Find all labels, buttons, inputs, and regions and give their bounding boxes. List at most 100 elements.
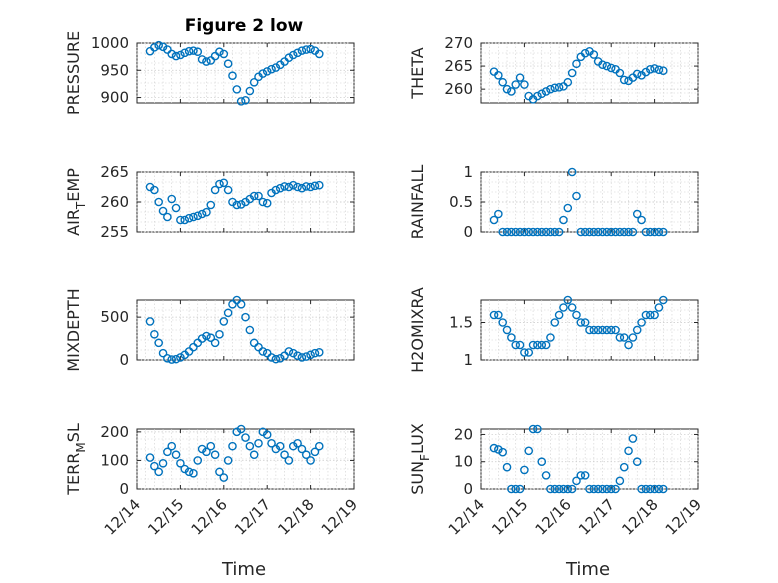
data-point	[559, 303, 568, 312]
data-point	[572, 59, 581, 69]
data-point	[245, 86, 255, 96]
data-point	[489, 310, 499, 320]
data-point	[589, 50, 599, 59]
data-point	[533, 340, 542, 350]
y-tick-label: 255	[100, 223, 129, 241]
data-point	[650, 64, 659, 73]
figure-title: Figure 2 low	[185, 16, 304, 36]
data-point	[624, 340, 633, 350]
y-tick-label: 0	[119, 351, 129, 369]
data-point	[241, 95, 250, 105]
data-point	[176, 458, 185, 468]
data-point	[589, 325, 599, 335]
data-point	[606, 227, 616, 237]
data-point	[193, 47, 203, 57]
data-point	[163, 447, 172, 457]
data-point	[576, 227, 586, 237]
data-point	[232, 200, 242, 210]
y-axis-label: TERRMSL	[64, 423, 88, 496]
data-point	[267, 64, 276, 74]
data-point	[176, 353, 185, 362]
data-point	[293, 48, 302, 58]
y-axis-label: RAINFALL	[408, 165, 427, 240]
y-tick-label: 0	[463, 480, 473, 498]
data-point	[215, 329, 224, 339]
data-point	[275, 183, 285, 193]
data-point	[554, 310, 564, 320]
data-point	[228, 299, 237, 309]
data-point	[550, 83, 560, 93]
data-point	[580, 471, 590, 480]
data-point	[615, 333, 625, 342]
subplot-1: 900 950 1000 PRESSURE	[64, 31, 355, 115]
data-point	[563, 295, 573, 305]
data-point	[267, 438, 276, 448]
data-point	[602, 484, 612, 494]
data-point	[585, 484, 594, 494]
data-point	[576, 318, 586, 327]
data-point	[193, 338, 203, 348]
data-point	[167, 49, 177, 59]
data-point	[593, 227, 603, 237]
data-point	[563, 484, 573, 494]
data-point	[158, 458, 168, 468]
data-point	[236, 200, 246, 209]
data-point	[262, 348, 272, 358]
data-point	[232, 85, 242, 94]
data-point	[310, 348, 320, 358]
data-point	[628, 227, 638, 237]
data-point	[202, 447, 211, 457]
data-point	[546, 333, 555, 342]
data-point	[150, 461, 159, 471]
data-point	[615, 227, 625, 237]
data-point	[632, 209, 642, 219]
data-point	[524, 348, 534, 357]
data-point	[223, 59, 233, 69]
data-point	[572, 191, 581, 201]
y-tick-label: 1.5	[449, 314, 473, 332]
y-axis-label: PRESSURE	[64, 31, 83, 115]
data-point	[619, 75, 629, 85]
data-point	[541, 227, 551, 237]
data-point	[293, 182, 302, 192]
data-point	[511, 80, 521, 89]
data-point	[210, 338, 220, 348]
data-point	[215, 179, 224, 189]
y-tick-label: 0	[119, 480, 129, 498]
data-point	[515, 73, 525, 82]
data-point	[249, 450, 259, 460]
data-point	[528, 424, 538, 434]
data-point	[546, 227, 555, 237]
data-point	[624, 446, 633, 456]
y-tick-label: 20	[454, 425, 473, 443]
data-point	[632, 325, 642, 335]
data-point	[524, 227, 534, 237]
data-point	[236, 299, 246, 309]
data-point	[284, 53, 294, 63]
data-point	[210, 450, 220, 460]
data-point	[645, 65, 655, 74]
y-tick-label: 260	[100, 193, 129, 211]
data-point	[262, 430, 272, 440]
data-point	[223, 456, 233, 465]
data-point	[611, 484, 620, 494]
data-point	[619, 333, 629, 342]
data-point	[167, 441, 177, 451]
data-point	[228, 441, 237, 451]
data-point	[284, 456, 294, 465]
data-point	[249, 338, 259, 348]
data-point	[150, 329, 159, 339]
data-point	[306, 44, 315, 54]
data-point	[154, 197, 163, 207]
data-point	[163, 353, 172, 363]
data-point	[193, 211, 203, 221]
data-point	[520, 348, 529, 357]
data-point	[163, 45, 172, 54]
data-point	[598, 227, 607, 237]
data-point	[301, 450, 311, 460]
data-point	[606, 325, 616, 335]
data-point	[288, 180, 298, 190]
data-point	[310, 447, 320, 457]
data-point	[654, 227, 664, 237]
